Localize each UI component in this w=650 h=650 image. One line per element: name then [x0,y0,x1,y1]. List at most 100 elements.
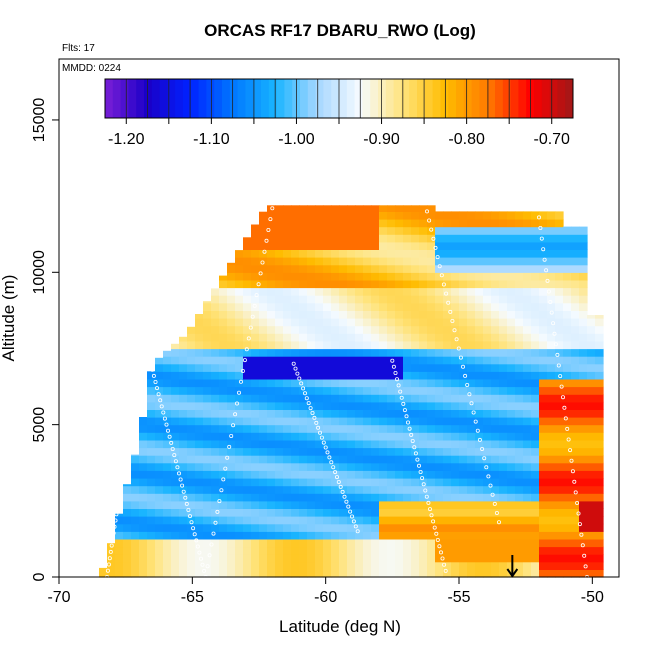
heatmap-cell [491,295,500,304]
heatmap-cell [315,401,324,410]
colorbar-segment [214,79,223,118]
heatmap-cell [411,340,420,350]
heatmap-cell [531,432,540,441]
heatmap-cell [427,279,436,289]
heatmap-cell [339,508,348,517]
heatmap-cell [403,264,412,273]
heatmap-cell [323,386,332,395]
track-point [217,499,222,504]
heatmap-cell [547,424,556,433]
heatmap-cell [395,546,404,555]
heatmap-cell [243,508,252,517]
heatmap-cell [195,531,204,540]
track-point [135,374,140,379]
heatmap-cell [507,478,516,487]
heatmap-cell [363,439,372,449]
heatmap-cell [587,478,596,487]
heatmap-cell [435,401,444,410]
heatmap-cell [243,439,252,449]
heatmap-cell [275,424,284,433]
heatmap-cell [147,378,156,388]
heatmap-cell [251,257,260,266]
track-point [114,512,119,517]
track-point [131,399,136,404]
heatmap-cell [467,340,476,350]
heatmap-cell [155,508,164,517]
heatmap-cell [563,493,572,502]
heatmap-cell [507,363,516,372]
heatmap-cell [227,523,236,532]
heatmap-cell [443,401,452,410]
heatmap-cell [323,241,332,250]
heatmap-cell [483,325,492,334]
heatmap-cell [459,538,468,548]
heatmap-cell [547,554,556,563]
heatmap-cell [163,401,172,410]
heatmap-cell [419,523,428,532]
heatmap-cell [475,226,484,235]
heatmap-cell [227,531,236,540]
heatmap-cell [555,356,564,365]
heatmap-cell [443,485,452,494]
track-point [444,291,449,296]
heatmap-cell [171,500,180,509]
heatmap-cell [171,439,180,449]
heatmap-cell [187,516,196,525]
heatmap-cell [291,295,300,304]
heatmap-cell [379,439,388,449]
heatmap-cell [547,272,556,281]
heatmap-cell [355,531,364,540]
heatmap-cell [307,485,316,494]
heatmap-cell [315,500,324,509]
heatmap-cell [595,386,604,395]
heatmap-cell [347,394,356,403]
heatmap-cell [371,493,380,502]
heatmap-cell [315,516,324,525]
heatmap-cell [363,295,372,304]
heatmap-cell [459,424,468,433]
heatmap-cell [427,500,436,509]
heatmap-cell [347,546,356,555]
heatmap-cell [403,234,412,243]
heatmap-cell [427,249,436,258]
heatmap-cell [251,470,260,479]
y-tick-label: 15000 [31,98,48,143]
heatmap-cell [531,333,540,342]
heatmap-cell [307,257,316,266]
heatmap-cell [571,554,580,563]
heatmap-cell [427,205,436,212]
heatmap-cell [571,348,580,357]
heatmap-cell [467,241,476,250]
heatmap-cell [451,417,460,426]
heatmap-cell [403,386,412,395]
heatmap-cell [539,538,548,548]
heatmap-cell [163,554,172,563]
heatmap-cell [259,432,268,441]
heatmap-cell [219,279,228,289]
heatmap-cell [403,279,412,289]
heatmap-cell [323,211,332,220]
heatmap-cell [267,500,276,509]
heatmap-cell [355,249,364,258]
heatmap-cell [435,295,444,304]
heatmap-cell [299,516,308,525]
heatmap-cell [371,264,380,273]
heatmap-cell [355,409,364,418]
heatmap-cell [523,249,532,258]
heatmap-cell [315,455,324,464]
track-point [429,227,434,232]
heatmap-cell [427,409,436,418]
heatmap-cell [315,348,324,357]
heatmap-cell [259,348,268,357]
heatmap-cell [555,523,564,532]
heatmap-cell [595,462,604,471]
heatmap-cell [451,257,460,266]
heatmap-cell [235,538,244,548]
heatmap-cell [339,439,348,449]
heatmap-cell [555,424,564,433]
heatmap-cell [195,500,204,509]
heatmap-cell [195,318,204,327]
heatmap-cell [499,356,508,365]
heatmap-cell [595,348,604,357]
heatmap-cell [163,546,172,555]
